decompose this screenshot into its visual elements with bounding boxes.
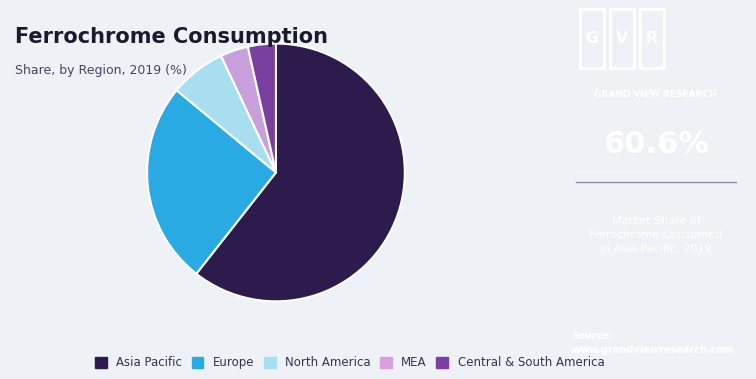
Wedge shape — [221, 47, 276, 172]
Text: Ferrochrome Consumption: Ferrochrome Consumption — [15, 27, 328, 47]
Text: Market Share of
Ferrochrome Consumed
in Asia Pacific, 2019: Market Share of Ferrochrome Consumed in … — [589, 216, 723, 254]
Text: 60.6%: 60.6% — [603, 130, 709, 158]
Bar — [610, 9, 634, 68]
Bar — [640, 9, 664, 68]
Bar — [580, 9, 604, 68]
Text: G: G — [585, 31, 598, 46]
Wedge shape — [248, 44, 276, 172]
Text: Source:
www.grandviewresearch.com: Source: www.grandviewresearch.com — [572, 331, 734, 355]
Wedge shape — [147, 90, 276, 274]
Text: Share, by Region, 2019 (%): Share, by Region, 2019 (%) — [15, 64, 187, 77]
Wedge shape — [197, 44, 404, 301]
Legend: Asia Pacific, Europe, North America, MEA, Central & South America: Asia Pacific, Europe, North America, MEA… — [95, 357, 604, 370]
Text: R: R — [646, 31, 658, 46]
Text: GRAND VIEW RESEARCH: GRAND VIEW RESEARCH — [594, 90, 717, 99]
Text: V: V — [616, 31, 627, 46]
Wedge shape — [177, 56, 276, 172]
